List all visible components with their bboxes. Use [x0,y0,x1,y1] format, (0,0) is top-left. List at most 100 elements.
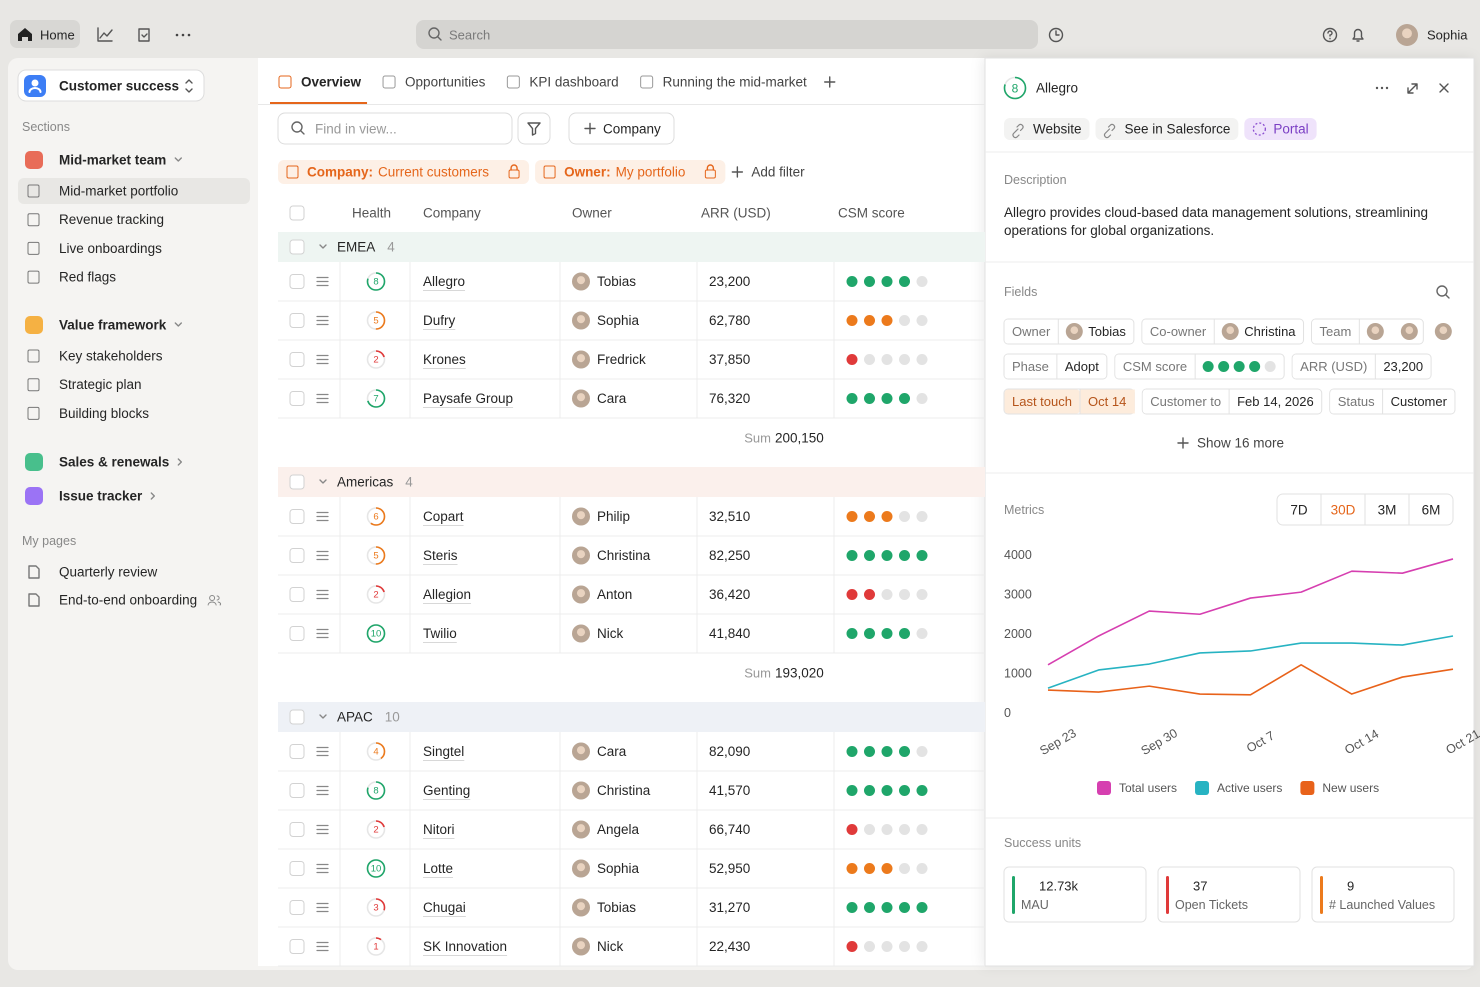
link-chip[interactable] [1004,118,1090,140]
filter-chip[interactable] [278,160,530,184]
tab[interactable]: Running the mid-market [663,75,807,90]
link-label: See in Salesforce [1125,122,1231,137]
legend-swatch [1195,781,1210,795]
section-item[interactable]: Strategic plan [59,377,142,392]
section-item[interactable]: Building blocks [59,406,149,421]
section-item[interactable]: Mid-market portfolio [59,184,178,199]
chevron [174,157,182,162]
avatar-face [576,785,586,794]
checkbox[interactable] [289,313,305,328]
company[interactable]: Copart [423,509,464,524]
link-chip[interactable] [1244,118,1317,140]
chart-icon [97,27,113,42]
csm-dot [881,354,893,365]
search-bar[interactable] [416,20,1038,49]
filter-icon [543,165,556,179]
find-input[interactable] [277,112,513,145]
checkbox[interactable] [289,587,305,602]
csm-dot [1264,361,1276,372]
company[interactable]: Allegion [423,587,471,602]
avatar-face [576,315,586,324]
tab[interactable]: Overview [301,75,362,90]
ring-arc [366,742,386,761]
add-filter[interactable]: Add filter [751,165,805,180]
company[interactable]: Dufry [423,313,456,328]
filter-button[interactable] [517,112,551,145]
checkbox[interactable] [289,709,305,725]
checkbox[interactable] [289,391,305,406]
section-name[interactable]: Issue tracker [59,489,143,504]
home-button[interactable] [10,20,80,48]
section-item[interactable]: Red flags [59,270,116,285]
filter-value: My portfolio [616,165,686,180]
company[interactable]: Paysafe Group [423,391,513,406]
range-option[interactable]: 7D [1290,503,1308,518]
csm-dot [1202,361,1214,372]
csm-dot [916,589,928,600]
plus-icon [584,122,596,135]
checkbox[interactable] [289,861,305,876]
csm-dot [864,276,875,287]
tab[interactable]: KPI dashboard [529,75,618,90]
checkbox[interactable] [289,239,305,255]
section-name[interactable]: Mid-market team [59,153,166,168]
range-option[interactable]: 30D [1331,503,1356,518]
checkbox[interactable] [289,783,305,798]
section-item[interactable]: Key stakeholders [59,349,163,364]
checkbox[interactable] [289,474,305,490]
group-count: 10 [385,710,400,725]
drag-handle [316,785,329,796]
checkbox[interactable] [289,626,305,641]
csm-dot [864,511,875,522]
csm-dot [899,589,910,600]
checkbox[interactable] [289,939,305,954]
checkbox[interactable] [289,274,305,289]
company[interactable]: Chugai [423,900,466,915]
company[interactable]: SK Innovation [423,939,507,954]
link-icon [1012,123,1024,139]
column-header: Health [352,206,391,221]
checkbox[interactable] [289,744,305,759]
company[interactable]: Steris [423,548,458,563]
company[interactable]: Krones [423,352,466,367]
company[interactable]: Twilio [423,626,457,641]
checkbox[interactable] [289,352,305,367]
health-ring: 10 [366,859,386,878]
workspace-button[interactable] [17,69,205,102]
tab[interactable]: Opportunities [405,75,486,90]
csm-dot [916,824,928,835]
owner: Philip [597,509,630,524]
range-option[interactable]: 6M [1422,503,1441,518]
range-option[interactable]: 3M [1378,503,1397,518]
company[interactable]: Genting [423,783,470,798]
show-more[interactable]: Show 16 more [1197,436,1284,451]
checkbox[interactable] [289,509,305,524]
csm-dot [881,902,893,913]
search-placeholder: Search [449,28,490,43]
filter-chip[interactable] [535,160,726,184]
csm-dot [916,511,928,522]
health-value: 2 [373,825,378,836]
checkbox[interactable] [289,900,305,915]
company[interactable]: Lotte [423,861,453,876]
add-company-button[interactable] [568,112,675,145]
company[interactable]: Allegro [423,274,465,289]
checkbox[interactable] [289,822,305,837]
section-item[interactable]: Live onboardings [59,241,162,256]
section-name[interactable]: Value framework [59,318,167,333]
column-header: ARR (USD) [701,206,771,221]
checkbox[interactable] [289,548,305,563]
csm-dot [846,276,858,287]
company[interactable]: Singtel [423,744,464,759]
checkbox[interactable] [289,205,305,221]
section-name[interactable]: Sales & renewals [59,455,169,470]
company[interactable]: Nitori [423,822,455,837]
csm-dot [864,589,875,600]
page-item[interactable]: End-to-end onboarding [59,593,197,608]
page-item[interactable]: Quarterly review [59,565,158,580]
section-item[interactable]: Revenue tracking [59,212,164,227]
owner: Cara [597,744,627,759]
csm-dot [864,824,875,835]
link-chip[interactable] [1095,118,1239,140]
success-label: Success units [1004,836,1081,850]
